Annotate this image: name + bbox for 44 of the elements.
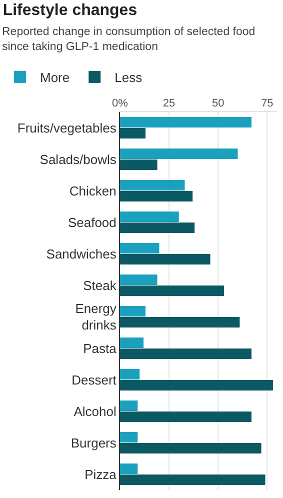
bar — [120, 254, 210, 264]
y-tick-label: Fruits/vegetables — [17, 120, 117, 136]
y-tick-label: Salads/bowls — [40, 152, 117, 167]
bar — [120, 338, 144, 348]
bar — [120, 400, 138, 411]
y-tick-label: Burgers — [70, 435, 117, 450]
y-tick-label: Chicken — [69, 183, 116, 198]
x-tick-label: 0% — [112, 98, 128, 110]
bar — [120, 443, 262, 454]
bar — [120, 317, 240, 328]
bar — [120, 306, 146, 316]
bar — [120, 222, 195, 233]
x-tick-label: 25 — [162, 98, 176, 110]
y-tick-label: Alcohol — [74, 404, 117, 419]
y-tick-label: Pizza — [84, 466, 118, 482]
y-tick-label: Pasta — [83, 340, 118, 356]
legend-label: Less — [114, 70, 143, 86]
bar — [120, 160, 158, 170]
bar — [120, 117, 252, 128]
legend-label: More — [40, 70, 70, 86]
chart-title: Lifestyle changes — [2, 2, 138, 20]
y-tick-label: Seafood — [68, 214, 116, 230]
bar — [120, 412, 252, 422]
bar — [120, 474, 266, 485]
bar — [120, 191, 193, 202]
bar — [120, 369, 140, 380]
x-tick-label: 75 — [261, 98, 274, 110]
bar — [120, 274, 158, 285]
bar — [120, 212, 179, 222]
bar — [120, 243, 160, 254]
y-tick-label: Dessert — [72, 372, 117, 388]
y-tick-label: Energy drinks — [75, 300, 117, 333]
bar — [120, 432, 138, 442]
bar — [120, 348, 252, 359]
bar — [120, 128, 146, 138]
bar — [120, 180, 185, 190]
bar — [120, 464, 138, 474]
bar — [120, 380, 274, 390]
x-tick-label: 50 — [212, 98, 224, 110]
y-tick-label: Sandwiches — [46, 246, 117, 262]
y-tick-label: Steak — [83, 278, 117, 293]
bar — [120, 148, 238, 159]
chart-subtitle: Reported change in consumption of selected food since taking GLP-1 medication — [2, 26, 256, 53]
bar — [120, 286, 224, 296]
